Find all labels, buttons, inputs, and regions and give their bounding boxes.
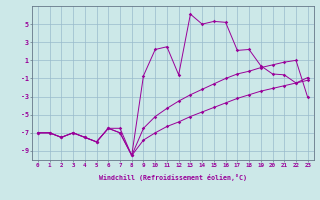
X-axis label: Windchill (Refroidissement éolien,°C): Windchill (Refroidissement éolien,°C): [99, 174, 247, 181]
